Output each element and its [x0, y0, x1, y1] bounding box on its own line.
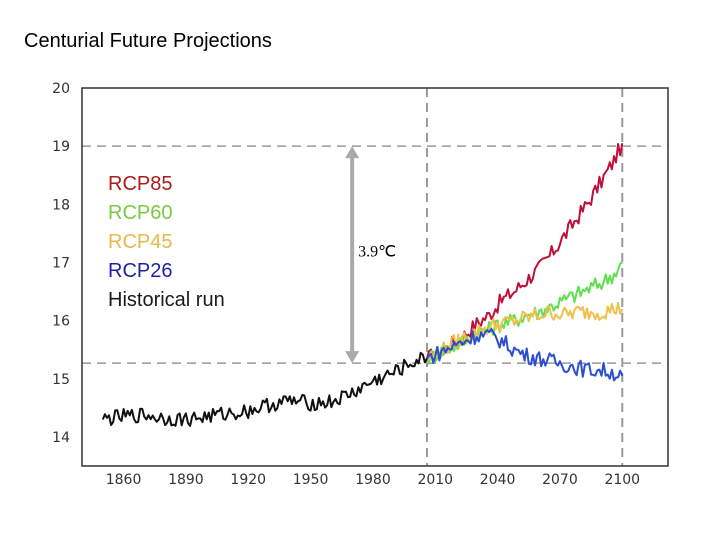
x-tick-label: 1890: [168, 472, 204, 488]
x-tick-label: 2010: [417, 472, 453, 488]
y-tick-label: 19: [52, 139, 70, 155]
annotation: 3.9℃: [345, 146, 396, 364]
annotation-arrow-head-down: [345, 351, 360, 364]
legend-entry: RCP85: [108, 173, 172, 195]
series-lines: [101, 143, 624, 427]
y-tick-label: 16: [52, 314, 70, 330]
x-tick-label: 1950: [293, 472, 329, 488]
legend-entry: RCP45: [108, 231, 172, 253]
annotation-arrow-head-up: [345, 146, 360, 159]
legend-entry: Historical run: [108, 289, 225, 311]
series-line-historical-run: [101, 351, 428, 427]
reference-lines: [82, 88, 668, 466]
x-tick-label: 2070: [542, 472, 578, 488]
x-tick-label: 2040: [480, 472, 516, 488]
legend: RCP85 RCP60 RCP45 RCP26 Historical run: [108, 173, 225, 311]
y-tick-label: 20: [52, 81, 70, 97]
x-tick-label: 1980: [355, 472, 391, 488]
y-tick-label: 17: [52, 255, 70, 271]
y-tick-label: 15: [52, 372, 70, 388]
series-line-rcp85: [426, 143, 624, 364]
plot-frame: [81, 87, 669, 467]
series-line-rcp26: [426, 328, 624, 382]
legend-entry: RCP26: [108, 260, 172, 282]
y-tick-label: 18: [52, 197, 70, 213]
x-tick-label: 2100: [604, 472, 640, 488]
x-tick-label: 1920: [230, 472, 266, 488]
series-line-rcp45: [426, 301, 624, 361]
legend-entry: RCP60: [108, 202, 172, 224]
annotation-label: 3.9℃: [358, 244, 396, 261]
axes-frame: [81, 87, 669, 467]
x-tick-label: 1860: [106, 472, 142, 488]
page-title: Centurial Future Projections: [24, 30, 272, 52]
y-tick-label: 14: [52, 430, 70, 446]
